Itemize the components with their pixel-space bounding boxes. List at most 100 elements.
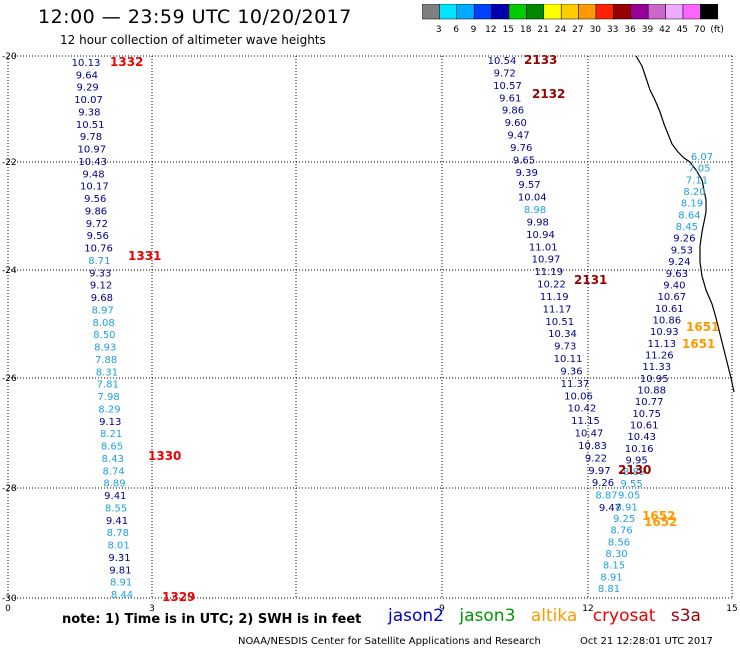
wave-height-value: 11.19: [540, 292, 569, 303]
wave-height-value: 8.91: [110, 578, 132, 589]
wave-height-value: 10.75: [632, 409, 661, 420]
x-tick-label: 0: [5, 604, 11, 614]
pass-time-label: 1651: [682, 337, 715, 351]
color-label: 6: [453, 25, 459, 35]
wave-height-value: 10.83: [578, 441, 607, 452]
wave-height-value: 11.15: [571, 416, 600, 427]
track-right: 6.077.057.118.208.198.648.459.269.539.24…: [598, 152, 713, 595]
wave-height-value: 9.73: [554, 342, 576, 353]
wave-height-value: 9.56: [87, 231, 109, 242]
wave-height-value: 9.38: [78, 107, 100, 118]
x-tick-label: 9: [439, 604, 445, 614]
axis-ticks: 0 3 9 12 15 -20 -22 -24 -26 -28 -30: [2, 52, 738, 614]
coastline: [635, 55, 735, 393]
wave-height-value: 10.43: [78, 157, 107, 168]
wave-height-value: 10.43: [627, 432, 656, 443]
wave-height-value: 8.87: [595, 491, 617, 502]
wave-height-value: 10.06: [564, 391, 593, 402]
wave-height-value: 8.91: [600, 572, 622, 583]
pass-time-label: 1651: [686, 320, 719, 334]
color-swatch: [473, 4, 492, 20]
wave-height-value: 9.56: [84, 194, 106, 205]
pass-time-label: 2130: [618, 463, 651, 477]
pass-time-label: 1652: [644, 515, 677, 529]
color-swatch: [578, 4, 597, 20]
pass-time-label: 1332: [110, 55, 143, 69]
wave-height-value: 8.65: [101, 442, 123, 453]
wave-height-value: 10.88: [637, 386, 666, 397]
wave-height-value: 11.01: [529, 242, 558, 253]
wave-height-value: 8.19: [681, 199, 703, 210]
color-swatch: [491, 4, 510, 20]
wave-height-value: 10.51: [76, 120, 105, 131]
color-label: 42: [659, 25, 670, 35]
wave-height-value: 9.47: [507, 131, 529, 142]
wave-height-value: 9.81: [109, 565, 131, 576]
wave-height-value: 8.44: [111, 590, 133, 601]
wave-height-value: 7.88: [95, 355, 117, 366]
wave-height-value: 9.95: [626, 456, 648, 467]
color-label: 24: [555, 25, 567, 35]
wave-height-value: 7.11: [686, 175, 708, 186]
color-swatch: [456, 4, 475, 20]
wave-height-value: 9.55: [620, 479, 642, 490]
wave-height-value: 9.24: [668, 257, 690, 268]
color-swatch: [613, 4, 632, 20]
wave-height-value: 8.97: [92, 305, 114, 316]
legend-jason2: jason2: [388, 606, 444, 626]
color-swatch: [526, 4, 545, 20]
wave-height-value: 10.61: [630, 421, 659, 432]
wave-height-value: 9.57: [518, 180, 540, 191]
wave-height-value: 10.47: [575, 429, 604, 440]
color-swatch: [595, 4, 614, 20]
wave-height-value: 10.34: [548, 329, 577, 340]
wave-height-value: 8.08: [92, 318, 114, 329]
wave-height-value: 8.29: [98, 404, 120, 415]
wave-height-value: 8.56: [608, 537, 630, 548]
pass-time-label: 2133: [524, 53, 557, 67]
wave-height-value: 10.97: [78, 145, 107, 156]
wave-height-value: 9.25: [613, 514, 635, 525]
wave-height-value: 8.30: [605, 549, 627, 560]
wave-height-value: 8.15: [603, 561, 625, 572]
wave-height-value: 7.98: [97, 392, 119, 403]
color-swatch: [682, 4, 701, 20]
wave-height-value: 11.13: [647, 339, 676, 350]
color-swatch: [422, 4, 440, 20]
wave-height-value: 9.40: [663, 280, 685, 291]
color-swatch: [647, 4, 666, 20]
wave-height-value: 8.20: [683, 187, 705, 198]
wave-height-value: 10.51: [545, 317, 574, 328]
wave-height-value: 9.86: [85, 206, 107, 217]
wave-height-value: 9.41: [106, 516, 128, 527]
color-swatch: [665, 4, 684, 20]
wave-height-value: 10.17: [80, 182, 109, 193]
wave-height-value: 11.26: [645, 350, 674, 361]
wave-height-value: 10.07: [74, 95, 103, 106]
x-tick-label: 15: [726, 604, 737, 614]
color-label: 15: [503, 25, 514, 35]
wave-height-value: 9.61: [499, 93, 521, 104]
wave-height-value: 10.95: [640, 374, 669, 385]
wave-height-value: 9.86: [502, 106, 524, 117]
y-tick-label: -26: [2, 374, 17, 384]
wave-height-value: 10.93: [650, 327, 679, 338]
color-label: (ft): [710, 25, 724, 35]
wave-height-value: 10.97: [532, 255, 561, 266]
wave-height-value: 10.11: [554, 354, 583, 365]
wave-height-value: 10.16: [625, 444, 654, 455]
wave-height-value: 9.65: [513, 155, 535, 166]
color-swatch: [560, 4, 579, 20]
color-label: 18: [520, 25, 532, 35]
credit-line: NOAA/NESDIS Center for Satellite Applica…: [238, 636, 541, 647]
y-tick-label: -30: [2, 594, 17, 604]
wave-height-value: 10.67: [658, 292, 687, 303]
wave-height-value: 9.31: [108, 553, 130, 564]
wave-height-value: 9.26: [673, 234, 695, 245]
color-label: 33: [607, 25, 618, 35]
legend-altika: altika: [530, 606, 578, 626]
pass-time-label: 1329: [162, 590, 195, 604]
wave-height-value: 10.77: [635, 397, 664, 408]
